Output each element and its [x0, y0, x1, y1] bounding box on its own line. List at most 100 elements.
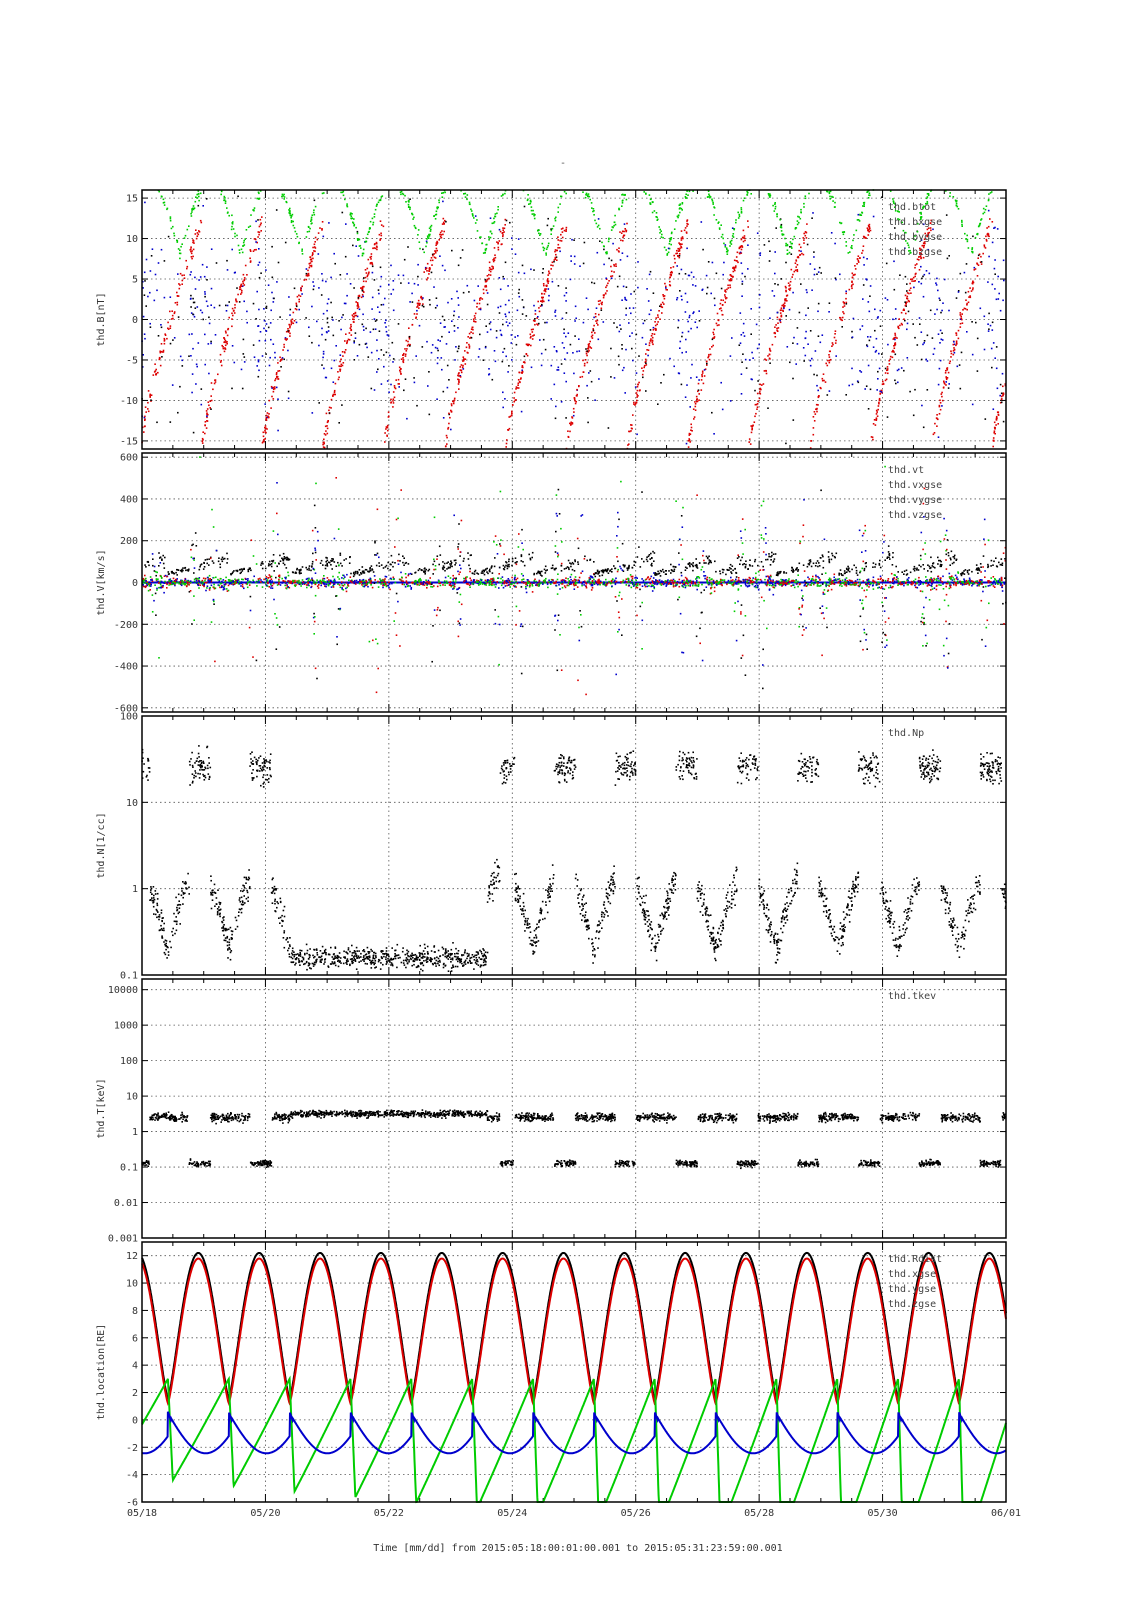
- data-point: [727, 287, 730, 289]
- data-point: [723, 261, 725, 264]
- data-point: [485, 284, 487, 287]
- data-point: [684, 292, 687, 295]
- data-point: [397, 378, 400, 381]
- data-point: [486, 303, 489, 306]
- data-point: [733, 268, 735, 270]
- data-point: [756, 408, 758, 410]
- data-point: [854, 268, 857, 270]
- data-point: [265, 330, 267, 332]
- data-point: [741, 246, 744, 248]
- data-point: [700, 221, 703, 223]
- data-point: [204, 421, 207, 423]
- data-point: [793, 581, 796, 583]
- data-point: [508, 299, 510, 302]
- data-point: [383, 354, 385, 356]
- data-point: [740, 537, 743, 539]
- data-point: [413, 224, 416, 227]
- data-point: [849, 579, 852, 582]
- data-point: [781, 234, 784, 236]
- data-point: [859, 615, 862, 618]
- data-point: [488, 266, 491, 269]
- data-point: [362, 295, 364, 298]
- data-point: [670, 267, 672, 269]
- data-point: [956, 200, 958, 202]
- data-point: [952, 350, 955, 352]
- data-point: [305, 578, 308, 580]
- data-point: [894, 210, 897, 212]
- data-point: [792, 291, 794, 294]
- data-point: [987, 580, 989, 582]
- data-point: [649, 202, 651, 204]
- data-point: [755, 586, 757, 589]
- data-point: [198, 195, 200, 198]
- data-point: [791, 247, 793, 249]
- data-point: [258, 225, 261, 228]
- data-point: [212, 562, 215, 564]
- data-point: [402, 274, 405, 277]
- data-point: [488, 373, 490, 376]
- data-point: [468, 343, 470, 346]
- data-point: [642, 370, 645, 372]
- data-point: [495, 336, 498, 339]
- data-point: [534, 313, 537, 315]
- data-point: [876, 415, 879, 417]
- panel-1-data: [141, 189, 1007, 450]
- data-point: [337, 371, 339, 373]
- data-point: [351, 217, 353, 219]
- data-point: [470, 554, 472, 556]
- data-point: [892, 556, 894, 559]
- data-point: [919, 252, 921, 254]
- data-point: [864, 388, 866, 390]
- data-point: [927, 194, 930, 196]
- data-point: [409, 198, 411, 200]
- data-point: [208, 316, 210, 319]
- data-point: [912, 276, 915, 279]
- data-point: [769, 349, 771, 351]
- data-point: [282, 195, 284, 197]
- data-point: [594, 313, 597, 315]
- data-point: [258, 580, 260, 582]
- data-point: [935, 282, 937, 284]
- data-point: [955, 202, 958, 205]
- data-point: [299, 295, 302, 297]
- data-point: [505, 315, 507, 318]
- data-point: [565, 292, 568, 294]
- data-point: [734, 266, 737, 269]
- data-point: [231, 223, 234, 225]
- data-point: [373, 582, 376, 584]
- data-point: [913, 280, 915, 282]
- data-point: [546, 279, 549, 281]
- data-point: [930, 219, 932, 222]
- data-point: [935, 284, 938, 286]
- data-point: [435, 247, 438, 250]
- data-point: [393, 386, 396, 389]
- data-point: [978, 569, 981, 572]
- data-point: [816, 374, 818, 377]
- data-point: [994, 226, 996, 229]
- data-point: [197, 342, 200, 344]
- data-point: [823, 379, 825, 382]
- data-point: [511, 576, 513, 579]
- data-point: [497, 208, 499, 211]
- data-point: [523, 272, 526, 275]
- data-point: [972, 235, 974, 238]
- data-point: [985, 235, 987, 238]
- data-point: [295, 233, 298, 235]
- data-point: [508, 365, 510, 367]
- data-point: [408, 582, 410, 584]
- data-point: [779, 226, 782, 228]
- data-point: [980, 255, 982, 258]
- data-point: [927, 248, 929, 251]
- data-point: [914, 273, 917, 275]
- data-point: [839, 579, 842, 582]
- data-point: [426, 278, 428, 281]
- data-point: [210, 584, 213, 587]
- data-point: [872, 576, 875, 579]
- data-point: [835, 278, 837, 281]
- data-point: [865, 237, 867, 239]
- data-point: [295, 302, 298, 305]
- data-point: [779, 312, 782, 314]
- data-point: [372, 639, 374, 642]
- data-point: [653, 581, 655, 583]
- data-point: [529, 337, 532, 339]
